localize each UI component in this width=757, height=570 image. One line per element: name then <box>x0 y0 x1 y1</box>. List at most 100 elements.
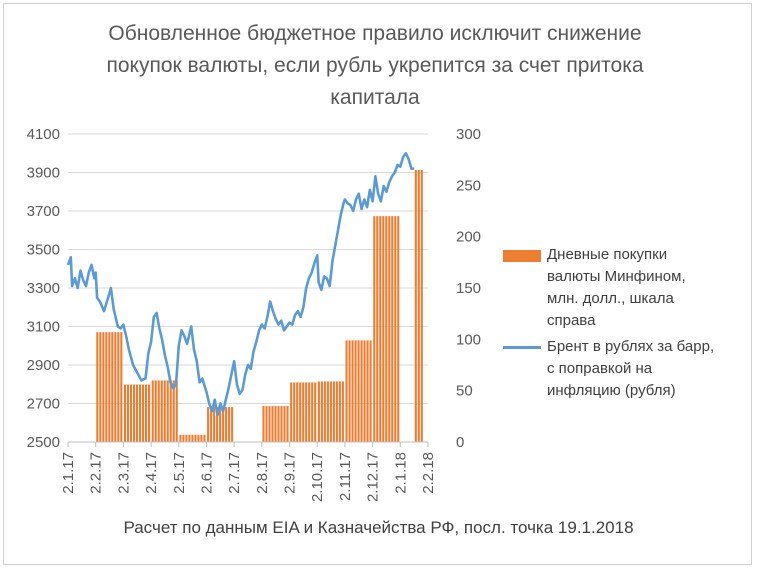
right-tick-label-200: 200 <box>456 229 481 246</box>
x-tick-label-6: 2.7.17 <box>226 452 243 494</box>
left-tick-label-2900: 2900 <box>27 357 60 374</box>
legend-swatch-line <box>503 346 541 349</box>
x-tick-label-4: 2.5.17 <box>171 452 188 494</box>
bar-60 <box>308 382 310 442</box>
bar-49 <box>274 406 276 442</box>
bar-63 <box>318 381 320 442</box>
left-tick-label-3100: 3100 <box>27 319 60 336</box>
bar-72 <box>346 340 348 442</box>
bar-83 <box>379 216 381 442</box>
bar-7 <box>117 332 119 442</box>
chart-legend: Дневные покупки валюты Минфином, млн. до… <box>503 244 753 406</box>
bar-1 <box>99 332 101 442</box>
bar-5 <box>111 332 113 442</box>
right-tick-label-150: 150 <box>456 280 481 297</box>
left-tick-label-2500: 2500 <box>27 434 60 451</box>
bar-81 <box>373 216 375 442</box>
x-tick-label-10: 2.11.17 <box>337 452 354 501</box>
left-tick-label-3900: 3900 <box>27 165 60 182</box>
chart-footnote: Расчет по данным EIA и Казначейства РФ, … <box>0 518 757 538</box>
bar-73 <box>349 340 351 442</box>
bar-79 <box>367 340 369 442</box>
bar-70 <box>339 381 341 442</box>
left-tick-label-4100: 4100 <box>27 126 60 143</box>
legend-bars-line-2: валюты Минфином, <box>547 266 753 288</box>
left-tick-label-3300: 3300 <box>27 280 60 297</box>
bar-28 <box>182 435 184 442</box>
bar-27 <box>179 435 181 442</box>
bar-11 <box>130 385 132 442</box>
bar-54 <box>290 382 292 442</box>
bar-6 <box>114 332 116 442</box>
bar-77 <box>361 340 363 442</box>
bar-16 <box>145 385 147 442</box>
legend-bars-line-4: справа <box>547 310 753 332</box>
bar-13 <box>136 385 138 442</box>
bar-9 <box>124 385 126 442</box>
bar-36 <box>207 407 209 442</box>
bar-32 <box>194 435 196 442</box>
bar-23 <box>167 380 169 442</box>
bar-69 <box>336 381 338 442</box>
bar-18 <box>152 380 154 442</box>
bar-58 <box>302 382 304 442</box>
x-tick-label-7: 2.8.17 <box>254 452 271 494</box>
bar-43 <box>228 407 230 442</box>
x-tick-label-5: 2.6.17 <box>198 452 215 494</box>
bar-55 <box>293 382 295 442</box>
x-tick-label-2: 2.3.17 <box>115 452 132 494</box>
bar-34 <box>200 435 202 442</box>
bar-25 <box>173 380 175 442</box>
bar-85 <box>385 216 387 442</box>
legend-item-bars: Дневные покупки валюты Минфином, млн. до… <box>503 244 753 332</box>
bar-14 <box>139 385 141 442</box>
bar-10 <box>127 385 129 442</box>
bar-50 <box>277 406 279 442</box>
bar-48 <box>271 406 273 442</box>
bar-59 <box>305 382 307 442</box>
bar-15 <box>142 385 144 442</box>
bar-31 <box>191 435 193 442</box>
bar-33 <box>197 435 199 442</box>
bar-26 <box>176 380 178 442</box>
bar-89 <box>397 216 399 442</box>
bar-90 <box>415 170 417 442</box>
bar-51 <box>280 406 282 442</box>
x-tick-label-3: 2.4.17 <box>143 452 160 494</box>
legend-item-line: Брент в рублях за барр, с поправкой на и… <box>503 336 753 402</box>
right-tick-label-250: 250 <box>456 177 481 194</box>
bar-62 <box>314 382 316 442</box>
bar-44 <box>231 407 233 442</box>
bar-4 <box>108 332 110 442</box>
bar-17 <box>148 385 150 442</box>
bar-66 <box>327 381 329 442</box>
bar-24 <box>170 380 172 442</box>
bar-76 <box>358 340 360 442</box>
left-tick-label-3500: 3500 <box>27 242 60 259</box>
bar-67 <box>330 381 332 442</box>
bar-21 <box>161 380 163 442</box>
bar-68 <box>333 381 335 442</box>
bar-19 <box>155 380 157 442</box>
right-tick-label-0: 0 <box>456 434 464 451</box>
right-tick-label-300: 300 <box>456 126 481 143</box>
bar-56 <box>296 382 298 442</box>
x-tick-label-11: 2.12.17 <box>365 452 382 502</box>
legend-bars-line-1: Дневные покупки <box>547 244 753 266</box>
x-tick-label-12: 2.1.18 <box>392 452 409 494</box>
bar-74 <box>352 340 354 442</box>
bar-8 <box>120 332 122 442</box>
bar-71 <box>342 381 344 442</box>
bar-84 <box>382 216 384 442</box>
bar-47 <box>268 406 270 442</box>
bar-82 <box>376 216 378 442</box>
left-tick-label-2700: 2700 <box>27 396 60 413</box>
bar-80 <box>370 340 372 442</box>
legend-line-line-1: Брент в рублях за барр, <box>547 336 753 358</box>
bar-0 <box>96 332 98 442</box>
bar-45 <box>262 406 264 442</box>
legend-label-bars: Дневные покупки валюты Минфином, млн. до… <box>547 244 753 332</box>
bar-65 <box>324 381 326 442</box>
legend-line-line-2: с поправкой на <box>547 358 753 380</box>
right-tick-label-50: 50 <box>456 383 473 400</box>
